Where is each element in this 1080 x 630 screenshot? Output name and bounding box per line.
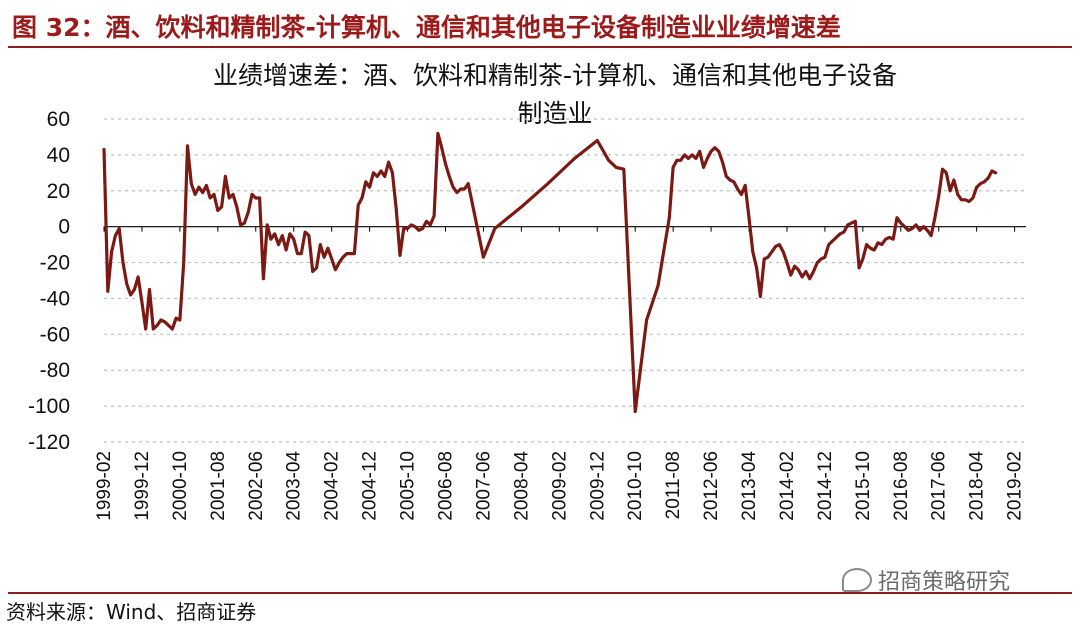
watermark: 招商策略研究	[842, 564, 1010, 596]
x-tick-label: 2001-08	[208, 451, 229, 521]
line-chart: 业绩增速差：酒、饮料和精制茶-计算机、通信和其他电子设备 制造业 6040200…	[28, 61, 1026, 521]
x-tick-label: 2010-10	[625, 451, 646, 521]
x-tick-label: 2011-08	[663, 451, 684, 519]
source-note: 资料来源：Wind、招商证券	[6, 600, 257, 624]
y-tick-label: -40	[40, 287, 70, 310]
x-tick-label: 2008-04	[511, 451, 532, 521]
x-tick-label: 2003-04	[284, 451, 305, 521]
x-tick-label: 2002-06	[246, 451, 267, 521]
x-tick-label: 2018-04	[967, 451, 988, 521]
x-tick-label: 1999-12	[132, 451, 153, 521]
x-tick-label: 2006-08	[435, 451, 456, 521]
x-tick-label: 2016-08	[891, 451, 912, 521]
x-axis-ticks: 1999-02 1999-12 2000-10 2001-08 2002-06 2003-…	[94, 226, 1026, 521]
y-tick-label: 60	[47, 108, 70, 131]
x-tick-label: 2017-06	[929, 451, 950, 521]
series-layer	[102, 131, 998, 414]
chart-title-line1: 业绩增速差：酒、饮料和精制茶-计算机、通信和其他电子设备	[213, 61, 897, 90]
figure-header: 图 32：酒、饮料和精制茶-计算机、通信和其他电子设备制造业业绩增速差	[8, 2, 1072, 48]
x-tick-label: 2004-02	[322, 451, 343, 521]
x-tick-label: 2000-10	[170, 451, 191, 521]
y-tick-label: 40	[47, 144, 70, 167]
x-tick-label: 2007-06	[473, 451, 494, 521]
x-tick-label: 2009-02	[549, 451, 570, 521]
x-tick-label: 2005-10	[398, 451, 419, 521]
figure-footer-rule	[8, 592, 1072, 594]
x-tick-label: 2009-12	[587, 451, 608, 521]
y-tick-label: -20	[40, 252, 70, 275]
y-tick-label: -100	[28, 395, 70, 418]
figure-title: 图 32：酒、饮料和精制茶-计算机、通信和其他电子设备制造业业绩增速差	[12, 13, 841, 42]
chart-title-line2: 制造业	[517, 99, 592, 128]
x-tick-label: 2019-02	[1005, 451, 1026, 521]
series-line	[102, 131, 998, 414]
y-tick-label: -120	[28, 431, 70, 454]
x-tick-label: 2015-10	[853, 451, 874, 521]
x-tick-label: 2012-06	[701, 451, 722, 521]
y-tick-label: -60	[40, 323, 70, 346]
x-tick-label: 2014-02	[777, 451, 798, 521]
x-tick-label: 1999-02	[94, 451, 115, 521]
x-tick-label: 2004-12	[360, 451, 381, 521]
x-tick-label: 2014-12	[815, 451, 836, 521]
watermark-text: 招商策略研究	[878, 570, 1011, 595]
y-tick-label: -80	[40, 359, 70, 382]
y-tick-label: 20	[47, 180, 70, 203]
wechat-icon	[842, 568, 872, 592]
x-tick-label: 2013-04	[739, 451, 760, 521]
y-axis-ticks: 60 40 20 0 -20 -40 -60 -80 -100 -120	[28, 108, 70, 454]
y-tick-label: 0	[58, 216, 70, 239]
